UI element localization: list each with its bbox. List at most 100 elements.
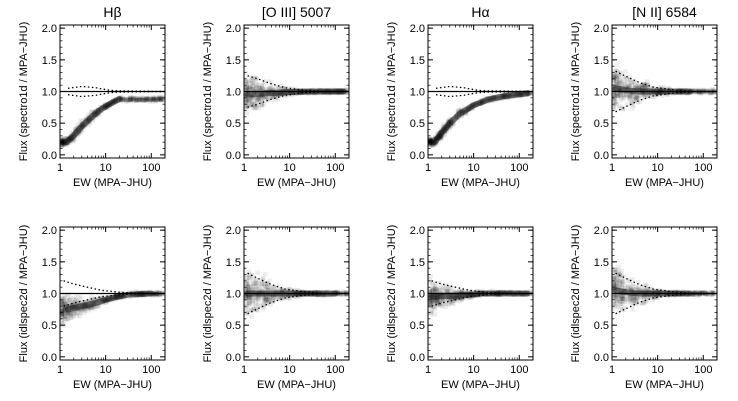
- density-cell: [705, 291, 710, 297]
- density-cell: [615, 280, 620, 285]
- density-cell: [67, 310, 73, 315]
- y-tick-label: 0.0: [410, 352, 425, 364]
- density-cell: [156, 96, 161, 102]
- y-tick-label: 0.0: [42, 352, 57, 364]
- density-cell: [280, 294, 285, 300]
- density-cell: [265, 285, 270, 290]
- density-cell: [149, 96, 155, 101]
- density-cell: [430, 143, 435, 148]
- density-cell: [157, 94, 162, 100]
- density-cell: [629, 100, 634, 105]
- density-cell: [69, 302, 75, 308]
- density-cell: [612, 77, 617, 83]
- density-cell: [259, 281, 264, 287]
- density-cell: [60, 300, 64, 305]
- density-cell: [634, 294, 639, 299]
- density-cell: [440, 298, 445, 303]
- density-cell: [131, 95, 136, 101]
- density-cell: [428, 277, 432, 282]
- density-cell: [267, 85, 273, 90]
- density-cell: [641, 83, 647, 88]
- density-cell: [656, 92, 661, 97]
- density-cell: [613, 284, 618, 290]
- density-cell: [60, 140, 66, 146]
- density-cell: [249, 286, 254, 291]
- density-cell: [433, 287, 438, 293]
- density-cell: [76, 299, 81, 304]
- density-cell: [60, 313, 65, 318]
- density-cell: [264, 285, 269, 290]
- density-cell: [264, 297, 269, 302]
- density-cell: [616, 93, 622, 98]
- density-cell: [631, 283, 636, 289]
- density-cell: [635, 85, 640, 90]
- density-cell: [434, 299, 439, 304]
- density-cell: [82, 308, 87, 313]
- density-cell: [266, 297, 271, 303]
- density-cell: [246, 80, 251, 86]
- density-cell: [613, 68, 618, 74]
- density-cell: [655, 295, 661, 300]
- density-cell: [634, 297, 640, 302]
- density-cell: [629, 101, 635, 107]
- density-cell: [148, 97, 153, 102]
- density-cell: [62, 304, 67, 310]
- density-cell: [443, 304, 448, 309]
- density-cell: [129, 96, 134, 102]
- density-cell: [615, 76, 620, 82]
- density-cell: [635, 294, 641, 299]
- density-cell: [60, 139, 65, 144]
- density-cell: [60, 297, 64, 302]
- density-cell: [345, 90, 349, 95]
- density-cell: [618, 301, 623, 307]
- density-cell: [614, 62, 620, 68]
- density-cell: [428, 140, 433, 145]
- density-cell: [278, 295, 284, 301]
- density-cell: [120, 97, 125, 103]
- density-cell: [61, 136, 66, 142]
- density-cell: [451, 296, 456, 302]
- density-cell: [60, 299, 65, 304]
- density-cell: [440, 285, 446, 290]
- density-cell: [159, 97, 164, 103]
- density-cell: [261, 298, 266, 304]
- density-cell: [614, 293, 620, 298]
- density-cell: [428, 138, 433, 144]
- density-cell: [60, 140, 65, 145]
- density-cell: [139, 97, 145, 102]
- density-cell: [616, 268, 621, 273]
- density-cell: [633, 83, 639, 88]
- density-cell: [65, 316, 70, 321]
- density-cell: [612, 267, 617, 272]
- density-cell: [244, 98, 250, 103]
- density-cell: [245, 283, 251, 289]
- density-cell: [620, 279, 625, 285]
- density-cell: [254, 307, 260, 312]
- density-cell: [639, 83, 645, 88]
- panel-title: [N II] 6584: [632, 4, 697, 20]
- density-cell: [145, 96, 150, 102]
- y-tick-label: 0.0: [410, 150, 425, 162]
- density-cell: [134, 96, 139, 102]
- density-cell: [435, 301, 440, 306]
- density-cell: [249, 98, 254, 103]
- density-cell: [626, 83, 632, 88]
- density-cell: [78, 309, 83, 314]
- density-cell: [614, 280, 620, 285]
- density-cell: [637, 300, 642, 306]
- density-cell: [432, 286, 438, 291]
- density-cell: [708, 90, 713, 96]
- density-cell: [260, 277, 266, 282]
- density-cell: [615, 272, 621, 278]
- density-cell: [430, 297, 435, 303]
- density-cell: [259, 99, 264, 104]
- density-cell: [143, 95, 149, 101]
- x-tick-label: 100: [326, 162, 344, 174]
- density-cell: [619, 275, 625, 281]
- density-cell: [62, 307, 67, 313]
- density-cell: [138, 97, 143, 103]
- density-cell: [139, 95, 145, 100]
- density-cell: [344, 292, 349, 298]
- density-cell: [628, 285, 633, 291]
- density-cell: [341, 289, 346, 295]
